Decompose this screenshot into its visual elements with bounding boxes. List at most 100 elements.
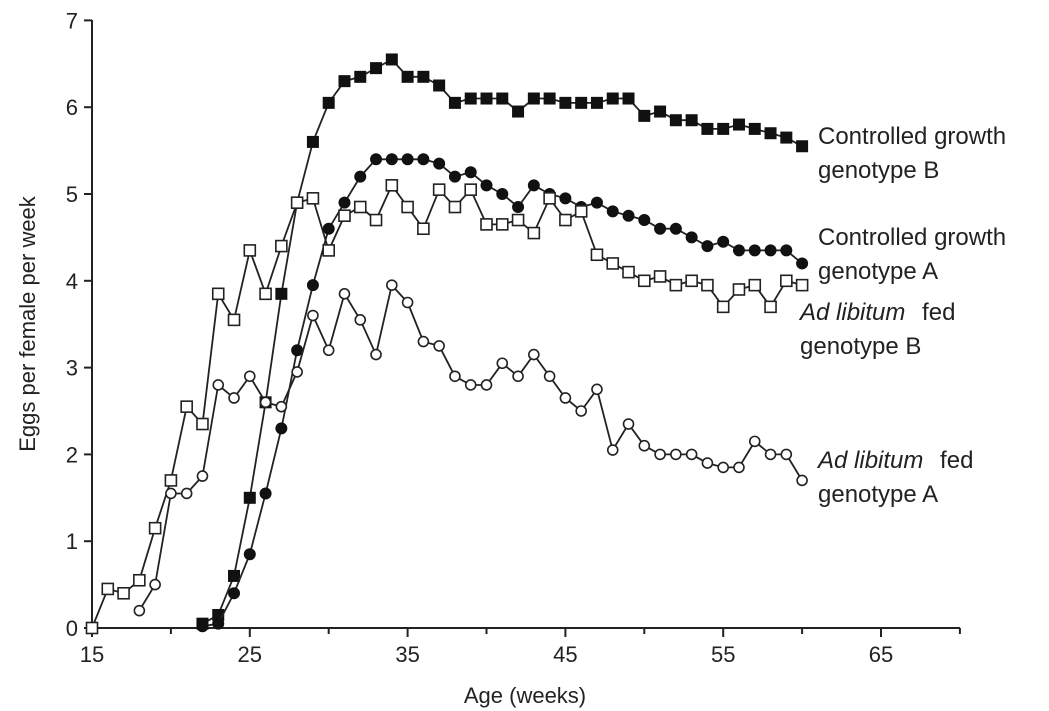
annot-cg-a-line2: genotype A <box>818 258 938 285</box>
series-0-point-13 <box>401 70 414 83</box>
series-0-point-19 <box>496 92 509 105</box>
series-1-point-10 <box>354 170 367 183</box>
x-tick-label-15: 15 <box>80 642 104 667</box>
series-2-point-34 <box>622 265 635 279</box>
series-2-point-30 <box>559 213 572 227</box>
series-2-point-40 <box>716 300 730 314</box>
series-1-point-20 <box>512 201 525 214</box>
series-3-point-33 <box>654 448 666 461</box>
series-3-point-34 <box>670 448 682 461</box>
series-1-point-36 <box>764 244 777 257</box>
series-3-point-15 <box>370 348 382 361</box>
series-3-point-40 <box>764 448 777 461</box>
series-1-point-26 <box>606 205 619 218</box>
annot-al-a-italic: Ad libitum <box>816 447 923 474</box>
series-2-point-24 <box>464 183 478 196</box>
series-2-point-1 <box>101 582 115 596</box>
series-3-point-14 <box>354 314 367 326</box>
series-2-point-4 <box>148 521 162 535</box>
series-3-point-1 <box>149 578 161 591</box>
y-tick-label-4: 4 <box>66 269 78 294</box>
series-2-point-14 <box>306 192 320 205</box>
series-3-point-0 <box>133 604 146 617</box>
series-0-point-24 <box>575 96 588 109</box>
series-0-point-12 <box>385 53 398 66</box>
series-2-point-23 <box>448 200 462 214</box>
series-1-point-7 <box>306 279 319 292</box>
series-1-point-1 <box>212 617 225 630</box>
y-axis-label: Eggs per female per week <box>15 195 40 452</box>
series-2-point-10 <box>243 244 257 257</box>
series-2-point-25 <box>480 218 493 231</box>
series-1-point-8 <box>322 222 335 235</box>
series-1-point-4 <box>259 487 272 500</box>
series-2-point-2 <box>117 586 130 600</box>
series-2-point-32 <box>590 248 604 262</box>
y-ticks: 0 1 2 3 4 5 6 7 <box>66 8 92 641</box>
series-0-point-8 <box>322 96 335 109</box>
series-3 <box>133 279 808 617</box>
series-2-point-39 <box>701 278 714 292</box>
series-2-point-35 <box>637 274 651 288</box>
series-0-point-37 <box>780 131 793 144</box>
series-1-point-28 <box>638 214 651 227</box>
series-0-point-21 <box>527 92 540 105</box>
series-2-point-16 <box>338 209 351 222</box>
series-3-point-38 <box>733 461 745 474</box>
series-3-point-21 <box>464 379 477 391</box>
series-3-point-31 <box>622 418 635 430</box>
series-0-point-14 <box>417 70 430 83</box>
series-1-point-3 <box>243 548 256 561</box>
annot-al-b-italic: Ad libitum <box>798 299 905 326</box>
series-2-point-27 <box>511 213 525 227</box>
series-3-point-18 <box>417 335 430 348</box>
series-2-point-43 <box>764 300 777 314</box>
series-0 <box>196 53 809 630</box>
y-tick-label-2: 2 <box>66 442 78 467</box>
series-2-point-11 <box>259 287 272 301</box>
series-2-point-6 <box>180 400 193 413</box>
series-2-point-36 <box>653 270 667 283</box>
series-2-point-5 <box>164 474 178 487</box>
x-ticks: 15 25 35 45 55 65 <box>80 628 961 667</box>
x-tick-label-25: 25 <box>238 642 262 667</box>
series-3-point-24 <box>512 370 524 383</box>
series-2-point-18 <box>369 213 383 227</box>
series-0-point-27 <box>622 92 635 105</box>
series-1-point-33 <box>717 235 730 248</box>
series-0-point-29 <box>654 105 667 118</box>
y-tick-label-3: 3 <box>66 356 78 381</box>
x-tick-label-45: 45 <box>553 642 577 667</box>
series-3-point-4 <box>196 470 209 482</box>
series-2-point-42 <box>748 278 762 292</box>
series-line-2 <box>91 183 803 629</box>
series-2-point-0 <box>85 621 99 635</box>
series-0-point-35 <box>748 122 761 135</box>
series-0-point-32 <box>701 122 714 135</box>
series-0-point-5 <box>275 287 288 300</box>
series-3-point-30 <box>606 444 619 456</box>
series-0-point-25 <box>590 96 603 109</box>
series-1-point-38 <box>796 257 809 270</box>
series-1-point-27 <box>622 209 635 222</box>
series-1-point-2 <box>228 587 241 600</box>
series-0-point-34 <box>732 118 745 131</box>
series-3-point-19 <box>433 340 445 352</box>
annot-al-b-line2: genotype B <box>800 333 921 360</box>
series-2-point-19 <box>385 179 399 192</box>
series-2-point-38 <box>685 274 698 288</box>
series-2-point-13 <box>290 196 304 209</box>
series-1-point-30 <box>669 222 682 235</box>
series-3-point-22 <box>480 379 493 391</box>
series-0-point-38 <box>796 140 809 153</box>
series-1-point-0 <box>196 620 209 633</box>
series-2-point-15 <box>322 244 336 257</box>
series-2-point-37 <box>669 278 683 292</box>
y-tick-label-6: 6 <box>66 95 78 120</box>
series-1-point-12 <box>385 153 398 166</box>
y-tick-label-7: 7 <box>66 8 78 33</box>
series-2-point-45 <box>795 278 809 292</box>
series-3-point-41 <box>780 448 793 461</box>
series-3-point-6 <box>228 392 240 404</box>
series-1-point-31 <box>685 231 698 244</box>
